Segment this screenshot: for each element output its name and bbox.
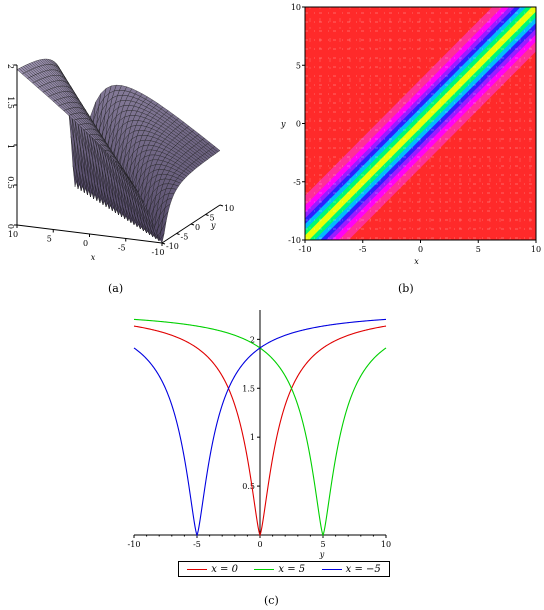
y-tick: [190, 223, 195, 226]
line-series: [133, 318, 387, 537]
heatmap-axes: -10 -5 0 5 10 -10 -5 0 5 10 x y: [280, 3, 541, 266]
z-tick-label: 1.5: [6, 96, 15, 109]
y-tick-label: 5: [296, 61, 301, 70]
y-tick-label: -5: [181, 233, 189, 242]
z-tick-label: 0: [6, 224, 15, 229]
y-axis-label: y: [210, 221, 216, 230]
legend-swatch-0: [187, 568, 208, 570]
y-tick-label: 2: [250, 335, 255, 344]
y-tick: [219, 204, 224, 207]
x-tick-label: 10: [531, 245, 541, 254]
z-tick-label: 0.5: [6, 176, 15, 189]
x-tick-label: -5: [118, 244, 126, 253]
x-tick-label: 5: [47, 235, 52, 244]
x-axis-label: x: [414, 257, 419, 266]
x-tick-label: -10: [128, 540, 141, 549]
legend-item-1: x = 5: [254, 564, 305, 575]
y-tick-label: 0.5: [242, 482, 255, 491]
y-axis-label: y: [280, 120, 286, 129]
heatmap-texture: [305, 7, 536, 240]
y-tick-label: -5: [293, 178, 301, 187]
legend-swatch-1: [254, 568, 275, 570]
y-tick-label: 1.5: [242, 384, 255, 393]
y-tick-label: 10: [291, 3, 301, 12]
x-tick-label: 5: [476, 245, 481, 254]
legend-item-2: x = −5: [321, 563, 381, 575]
z-tick-label: 1: [6, 144, 15, 149]
x-tick-label: 5: [320, 540, 325, 549]
y-tick-label: 0: [296, 120, 301, 129]
legend-swatch-2: [321, 568, 342, 570]
x-tick-label: 10: [8, 230, 18, 239]
series-line-0: [133, 325, 387, 537]
caption-a: (a): [108, 282, 124, 295]
caption-c: (c): [264, 594, 279, 607]
surface-mesh: [16, 58, 221, 244]
legend: x = 0 x = 5 x = −5: [178, 561, 390, 577]
y-tick: [161, 242, 166, 245]
legend-label-0: x = 0: [211, 563, 238, 575]
y-tick: [176, 233, 180, 235]
legend-label-1: x = 5: [278, 563, 306, 575]
x-axis-label: y: [319, 550, 325, 559]
x-tick-label: 0: [418, 245, 423, 254]
x-tick-label: 10: [381, 540, 391, 549]
y-tick-label: 1: [250, 433, 255, 442]
surface-cell: [156, 233, 165, 244]
line-plot-c: -10 -5 0 5 10 0.5 1 1.5 2 y: [128, 310, 391, 559]
x-tick-label: 0: [257, 540, 262, 549]
x-tick-label: -5: [359, 245, 367, 254]
caption-b: (b): [398, 282, 414, 295]
y-tick-label: 5: [210, 214, 215, 223]
heatmap-plot-b: -10 -5 0 5 10 -10 -5 0 5 10 x y: [280, 3, 541, 266]
x-tick-label: -10: [152, 248, 165, 257]
z-tick-label: 2: [6, 64, 15, 69]
x-tick-label: -5: [193, 540, 201, 549]
legend-label-2: x = −5: [345, 563, 381, 575]
y-tick-label: -10: [166, 242, 179, 251]
x-tick-label: 0: [83, 239, 88, 248]
x-tick-label: -10: [299, 245, 312, 254]
y-tick-label: 10: [224, 204, 234, 213]
legend-item-0: x = 0: [187, 564, 238, 575]
y-tick-label: 0: [195, 223, 200, 232]
y-tick: [205, 214, 209, 216]
x-axis-label: x: [91, 253, 96, 262]
ridge-band-6: [305, 7, 536, 240]
series-line-2: [133, 318, 387, 537]
y-tick-label: -10: [288, 236, 301, 245]
